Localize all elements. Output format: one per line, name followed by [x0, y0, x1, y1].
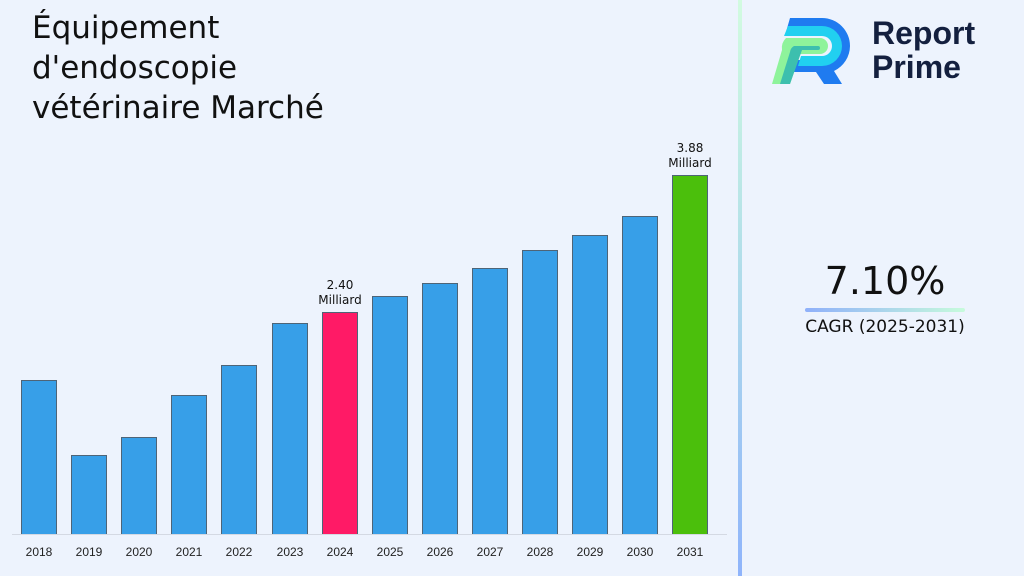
x-tick-label: 2024	[326, 545, 354, 559]
bar-2023	[272, 323, 308, 534]
report-prime-r-logo-icon	[772, 18, 850, 84]
bar-2026	[422, 283, 458, 534]
x-tick-label: 2020	[125, 545, 153, 559]
x-tick-label: 2026	[426, 545, 454, 559]
cagr-value: 7.10%	[824, 259, 946, 303]
bar-2025	[372, 296, 408, 534]
bar-2020	[121, 437, 157, 534]
page-title: Équipement d'endoscopie vétérinaire Marc…	[32, 8, 392, 128]
logo-text-line-2: Prime	[872, 49, 961, 85]
x-tick-label: 2027	[476, 545, 504, 559]
x-tick-label: 2022	[225, 545, 253, 559]
x-tick-label: 2025	[376, 545, 404, 559]
bar-2030	[622, 216, 658, 534]
x-tick-label: 2019	[75, 545, 103, 559]
bar-2021	[171, 395, 207, 534]
x-tick-label: 2023	[276, 545, 304, 559]
x-tick-label: 2028	[526, 545, 554, 559]
value-label-2031: 3.88 Milliard	[668, 141, 712, 170]
x-tick-label: 2030	[626, 545, 654, 559]
title-line-3: vétérinaire Marché	[32, 90, 324, 126]
bar-2024	[322, 312, 358, 534]
title-line-2: d'endoscopie	[32, 50, 238, 86]
x-axis-line	[12, 534, 727, 535]
bar-chart: 2018 2019 2020 2021 2022 2023 2024 2.40 Milliard…	[12, 141, 727, 559]
cagr-label: CAGR (2025-2031)	[805, 317, 965, 337]
bar-2019	[71, 455, 107, 534]
title-line-1: Équipement	[32, 10, 220, 46]
cagr-underline	[805, 308, 965, 312]
bar-2031	[672, 175, 708, 534]
value-label-2024: 2.40 Milliard	[318, 278, 362, 307]
vertical-divider	[738, 0, 742, 576]
bar-2018	[21, 380, 57, 534]
logo-text-line-1: Report	[872, 15, 976, 51]
logo-text: Report Prime	[872, 16, 975, 84]
x-tick-label: 2031	[676, 545, 704, 559]
x-tick-label: 2018	[25, 545, 53, 559]
cagr-panel: 7.10% CAGR (2025-2031)	[795, 258, 975, 338]
x-tick-label: 2021	[175, 545, 203, 559]
x-tick-label: 2029	[576, 545, 604, 559]
bar-2027	[472, 268, 508, 534]
bar-2028	[522, 250, 558, 534]
report-prime-logo: Report Prime	[768, 14, 1008, 90]
bar-2029	[572, 235, 608, 534]
bar-2022	[221, 365, 257, 534]
